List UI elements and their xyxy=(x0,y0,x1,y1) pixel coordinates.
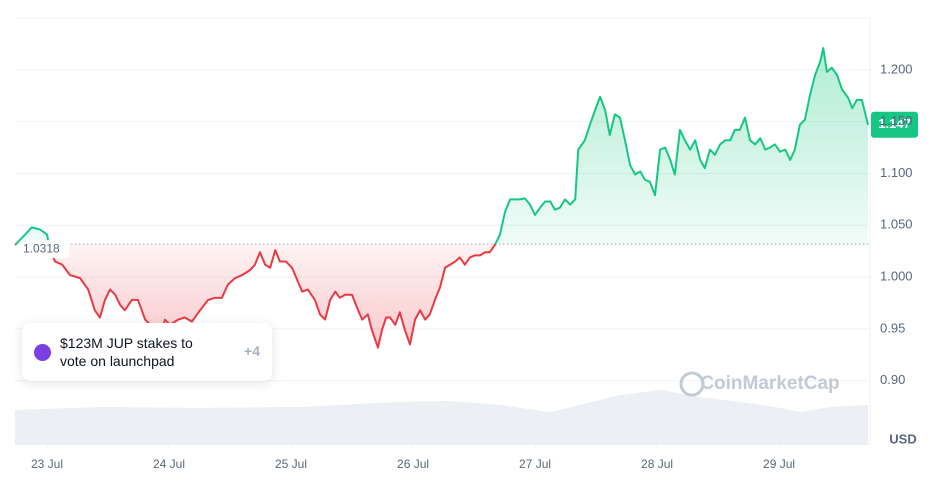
y-tick-label: 0.95 xyxy=(880,320,905,335)
notification-count: +4 xyxy=(244,343,260,359)
y-tick-label: 1.100 xyxy=(880,165,913,180)
x-tick-label: 24 Jul xyxy=(153,457,185,471)
volume-area xyxy=(15,389,868,445)
y-tick-label: 1.150 xyxy=(880,113,913,128)
watermark: CoinMarketCap xyxy=(700,373,839,394)
y-axis-label: USD xyxy=(889,431,916,446)
x-tick-label: 28 Jul xyxy=(641,457,673,471)
notification-text: $123M JUP stakes to vote on launchpad xyxy=(60,335,193,369)
price-area xyxy=(15,48,868,348)
watermark-logo xyxy=(679,371,705,397)
y-tick-label: 1.200 xyxy=(880,61,913,76)
x-tick-label: 23 Jul xyxy=(31,457,63,471)
price-tag-label: 1.147 xyxy=(878,116,911,131)
reference-label: 1.0318 xyxy=(23,241,60,255)
x-tick-label: 29 Jul xyxy=(763,457,795,471)
x-tick-label: 25 Jul xyxy=(275,457,307,471)
y-tick-label: 0.90 xyxy=(880,372,905,387)
notification[interactable]: $123M JUP stakes to vote on launchpad +4 xyxy=(22,323,272,381)
reference-label-bg xyxy=(19,240,69,259)
y-tick-label: 1.000 xyxy=(880,269,913,284)
x-tick-label: 26 Jul xyxy=(397,457,429,471)
y-tick-label: 1.050 xyxy=(880,217,913,232)
price-tag xyxy=(871,111,918,138)
x-tick-label: 27 Jul xyxy=(519,457,551,471)
notification-icon xyxy=(34,344,51,361)
price-line xyxy=(14,47,869,349)
